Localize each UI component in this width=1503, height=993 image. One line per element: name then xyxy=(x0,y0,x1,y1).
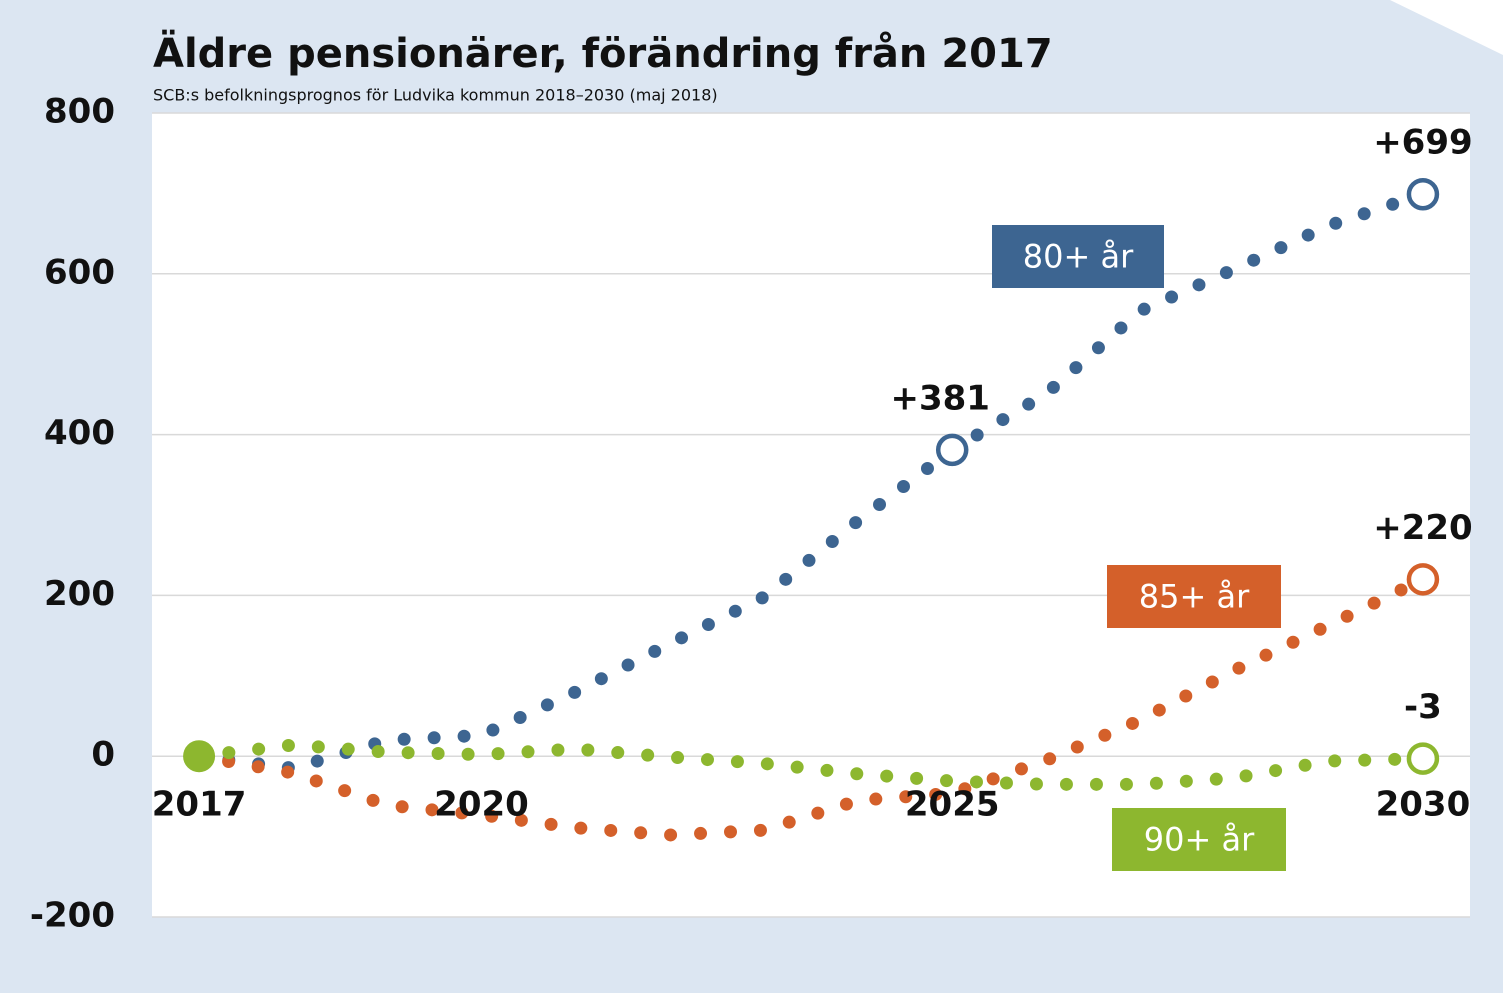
y-tick-label: -200 xyxy=(30,896,115,936)
chart-subtitle: SCB:s befolkningsprognos för Ludvika kom… xyxy=(153,86,718,105)
legend-box xyxy=(1112,808,1286,871)
value-label: -3 xyxy=(1404,687,1442,727)
point-marker xyxy=(1406,177,1440,211)
point-marker xyxy=(935,433,969,467)
chart-title: Äldre pensionärer, förändring från 2017 xyxy=(153,29,1053,77)
start-marker xyxy=(183,740,216,773)
plot-area xyxy=(152,113,1470,917)
legend-label: 90+ år xyxy=(1144,821,1255,859)
value-label: +381 xyxy=(890,378,989,418)
point-marker xyxy=(1406,563,1440,596)
point-marker xyxy=(1406,742,1440,775)
legend-label: 80+ år xyxy=(1023,238,1134,276)
legend-box xyxy=(1107,565,1281,628)
x-tick-label: 2017 xyxy=(152,785,247,825)
x-tick-label: 2020 xyxy=(434,785,529,825)
y-tick-label: 0 xyxy=(91,735,115,775)
x-tick-label: 2030 xyxy=(1376,785,1471,825)
series-line xyxy=(192,738,1430,791)
legend-label: 85+ år xyxy=(1139,578,1250,616)
y-tick-label: 200 xyxy=(44,574,115,614)
y-tick-label: 600 xyxy=(44,252,115,292)
corner-decoration xyxy=(1390,0,1503,55)
value-label: +699 xyxy=(1373,123,1472,163)
y-tick-label: 800 xyxy=(44,92,115,132)
series-line xyxy=(192,187,1430,775)
y-tick-label: 400 xyxy=(44,413,115,453)
series-line xyxy=(192,572,1430,842)
value-label: +220 xyxy=(1373,508,1472,548)
legend-box xyxy=(992,225,1164,288)
x-tick-label: 2025 xyxy=(905,785,1000,825)
